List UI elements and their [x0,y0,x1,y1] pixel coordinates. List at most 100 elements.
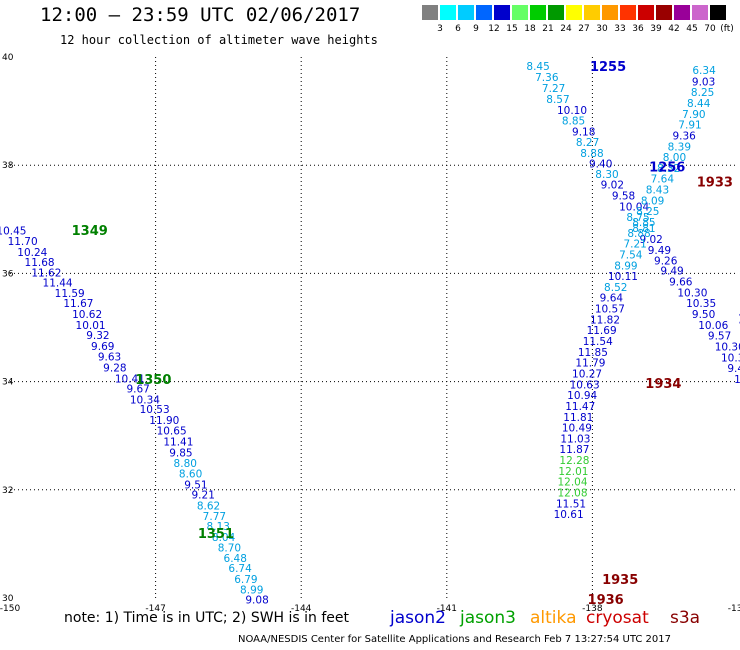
wave-height-label: 11.79 [575,358,605,370]
wave-height-label: 10.49 [562,423,592,435]
wave-height-label: 12.08 [557,488,587,500]
pass-time-label: 1935 [602,573,638,588]
y-tick-label: 34 [2,378,14,388]
wave-height-label: 8.85 [562,115,585,127]
wave-height-label: 8.99 [240,584,263,596]
colorbar-label: 33 [614,24,626,34]
wave-height-label: 10.57 [595,304,625,316]
colorbar-swatch [476,5,492,20]
colorbar-swatch [440,5,456,20]
wave-height-label: 7.27 [542,83,565,95]
colorbar-label: 6 [455,24,461,34]
colorbar-label: 15 [506,24,518,34]
y-tick-label: 38 [2,161,14,171]
pass-time-label: 1934 [645,377,681,392]
colorbar-swatch [512,5,528,20]
wave-height-label: 12.04 [557,477,587,489]
wave-height-label: 10.38 [721,352,740,364]
wave-height-label: 9.51 [184,479,207,491]
wave-height-values: 10.4511.7010.2411.6811.6211.4411.5911.67… [0,61,740,606]
wave-height-label: 8.70 [218,543,241,555]
wave-height-label: 11.03 [560,433,590,445]
x-tick-label: -135 [728,604,740,614]
wave-height-label: 9.26 [654,255,678,267]
wave-height-label: 7.36 [535,72,559,84]
wave-height-label: 8.57 [546,94,569,106]
wave-height-label: 8.04 [212,532,236,544]
wave-height-label: 9.21 [192,490,215,502]
wave-height-label: 12.01 [558,466,588,478]
wave-height-label: 6.48 [224,553,247,565]
wave-height-label: 8.13 [207,521,230,533]
wave-height-label: 9.40 [589,159,612,171]
wave-height-label: 7.21 [623,239,646,251]
legend-jason2: jason2 [390,608,446,628]
colorbar-label: 42 [668,24,680,34]
pass-time-label: 1349 [72,224,108,239]
wave-height-label: 10.06 [698,320,728,332]
wave-height-label: 11.69 [587,325,617,337]
wave-height-label: 10.45 [0,226,26,238]
colorbar-swatch [584,5,600,20]
wave-height-label: 8.25 [691,87,714,99]
wave-height-label: 8.85 [632,217,655,229]
wave-height-label: 8.60 [179,469,202,481]
footer-note: note: 1) Time is in UTC; 2) SWH is in fe… [64,610,350,626]
wave-height-label: 11.90 [149,415,179,427]
wave-height-label: 10.11 [608,271,638,283]
wave-height-label: 9.28 [103,363,126,375]
pass-time-label: 1255 [590,60,626,75]
wave-height-label: 10.51 [734,374,740,386]
pass-time-label: 1351 [198,527,234,542]
y-tick-label: 30 [2,594,14,604]
wave-height-label: 11.59 [55,288,85,300]
wave-height-label: 10.94 [567,390,597,402]
wave-height-label: 9.85 [169,447,192,459]
legend-s3a: s3a [670,608,701,628]
wave-height-label: 9.57 [708,331,731,343]
wave-height-label: 9.63 [98,352,121,364]
colorbar-swatch [422,5,438,20]
wave-height-label: 9.64 [600,293,624,305]
colorbar-label: 24 [560,24,572,34]
legend-cryosat: cryosat [586,608,649,628]
x-tick-label: -144 [291,604,312,614]
colorbar-swatch [656,5,672,20]
wave-height-label: 8.30 [595,169,618,181]
wave-height-label: 10.10 [557,105,587,117]
wave-height-label: 10.41 [115,373,145,385]
colorbar-label: 3 [437,24,443,34]
wave-height-label: 11.47 [565,401,595,413]
colorbar-swatch [566,5,582,20]
wave-height-label: 11.67 [63,298,93,310]
wave-height-label: 11.41 [163,437,193,449]
wave-height-label: 10.53 [140,404,170,416]
wave-height-label: 9.32 [86,330,109,342]
colorbar-label: 12 [488,24,500,34]
wave-height-label: 9.66 [669,277,693,289]
wave-height-label: 11.81 [563,412,593,424]
wave-height-label: 6.34 [692,65,716,77]
x-tick-label: -150 [0,604,20,614]
pass-labels: 1349 1350 1351 1255 1256 1257 1933 1934 1935 1936 [72,60,740,608]
wave-height-label: 11.82 [590,314,620,326]
wave-height-label: 10.01 [76,320,106,332]
wave-height-label: 9.49 [648,245,671,257]
colorbar-label: 27 [578,24,590,34]
wave-height-label: 12.28 [559,455,589,467]
wave-height-label: 10.30 [677,287,707,299]
wave-height-label: 11.85 [578,347,608,359]
colorbar-swatch [530,5,546,20]
colorbar-label: 45 [686,24,698,34]
wave-height-label: 9.08 [245,595,268,607]
wave-height-label: 9.46 [727,363,740,375]
colorbar-swatch [458,5,474,20]
wave-height-label: 8.00 [663,152,686,164]
wave-height-label: 8.09 [641,195,664,207]
wave-height-label: 8.43 [646,185,669,197]
wave-height-label: 7.54 [619,249,643,261]
wave-height-label: 10.61 [554,509,584,521]
wave-height-label: 6.79 [234,574,257,586]
wave-height-label: 9.67 [126,384,149,396]
wave-height-label: 11.68 [25,257,55,269]
